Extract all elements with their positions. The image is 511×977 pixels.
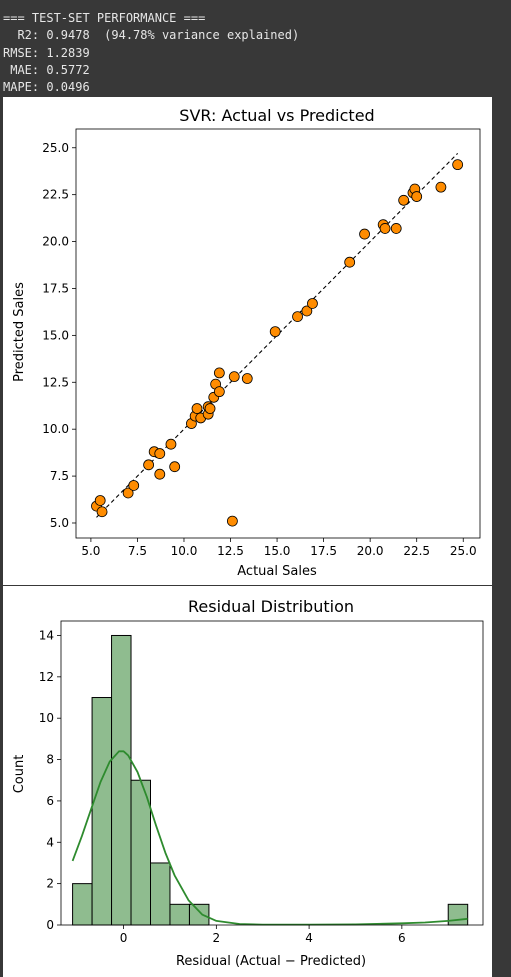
scatter-figure: SVR: Actual vs Predicted Actual Sales Pr… [3,97,492,585]
y-tick-label: 2 [46,877,54,891]
y-tick-label: 0 [46,918,54,932]
scatter-point [214,387,224,397]
scatter-point [227,516,237,526]
scatter-point [192,404,202,414]
histogram-bar [73,884,92,925]
scatter-point [345,257,355,267]
y-tick-label: 5.0 [50,516,69,530]
residual-histogram: Residual Distribution Residual (Actual −… [3,586,492,977]
scatter-point [412,192,422,202]
x-tick-label: 12.5 [217,544,244,558]
x-tick-label: 5.0 [81,544,100,558]
y-tick-label: 15.0 [42,328,69,342]
scatter-chart: SVR: Actual vs Predicted Actual Sales Pr… [3,97,492,585]
scatter-point [166,439,176,449]
y-tick-label: 4 [46,835,54,849]
scatter-point [436,182,446,192]
scatter-point [399,195,409,205]
console-output: === TEST-SET PERFORMANCE === R2: 0.9478 … [0,0,511,97]
y-tick-label: 17.5 [42,281,69,295]
scatter-point [170,462,180,472]
hist-title: Residual Distribution [188,597,354,616]
hist-y-label: Count [12,755,27,794]
histogram-bar [170,904,189,925]
histogram-bar [189,904,208,925]
console-line-r2: R2: 0.9478 (94.78% variance explained) [3,28,299,42]
y-tick-label: 6 [46,794,54,808]
scatter-point [155,449,165,459]
scatter-point [360,229,370,239]
x-tick-label: 25.0 [450,544,477,558]
x-tick-label: 6 [398,931,406,945]
histogram-bar [448,904,467,925]
scatter-y-label: Predicted Sales [12,282,27,382]
x-tick-label: 4 [305,931,313,945]
y-tick-label: 7.5 [50,469,69,483]
x-tick-label: 0 [120,931,128,945]
console-line-mae: MAE: 0.5772 [3,63,90,77]
y-tick-label: 22.5 [42,188,69,202]
scatter-point [129,480,139,490]
x-tick-label: 22.5 [403,544,430,558]
x-tick-label: 10.0 [171,544,198,558]
scatter-point [95,495,105,505]
x-tick-label: 17.5 [310,544,337,558]
x-tick-label: 20.0 [357,544,384,558]
y-tick-label: 12 [39,670,54,684]
console-line-mape: MAPE: 0.0496 [3,80,90,94]
scatter-point [453,160,463,170]
hist-x-label: Residual (Actual − Predicted) [176,954,366,969]
scatter-point [391,223,401,233]
y-tick-label: 25.0 [42,141,69,155]
y-tick-label: 14 [39,628,54,642]
histogram-bar [92,698,111,925]
y-tick-label: 8 [46,753,54,767]
scatter-title: SVR: Actual vs Predicted [179,106,374,125]
residual-figure: Residual Distribution Residual (Actual −… [3,586,492,977]
scatter-point [307,298,317,308]
scatter-point [205,404,215,414]
scatter-point [242,374,252,384]
x-tick-label: 15.0 [264,544,291,558]
scatter-point [380,223,390,233]
y-tick-label: 20.0 [42,235,69,249]
histogram-bar [151,863,170,925]
console-line-header: === TEST-SET PERFORMANCE === [3,11,205,25]
scatter-x-label: Actual Sales [237,564,317,579]
y-tick-label: 12.5 [42,375,69,389]
scatter-point [144,460,154,470]
scatter-point [270,327,280,337]
x-tick-label: 2 [213,931,221,945]
scatter-point [293,312,303,322]
x-tick-label: 7.5 [128,544,147,558]
histogram-bar [112,635,131,925]
scatter-point [155,469,165,479]
console-line-rmse: RMSE: 1.2839 [3,46,90,60]
y-tick-label: 10 [39,711,54,725]
y-tick-label: 10.0 [42,422,69,436]
scatter-point [229,372,239,382]
scatter-point [214,368,224,378]
scatter-point [97,507,107,517]
